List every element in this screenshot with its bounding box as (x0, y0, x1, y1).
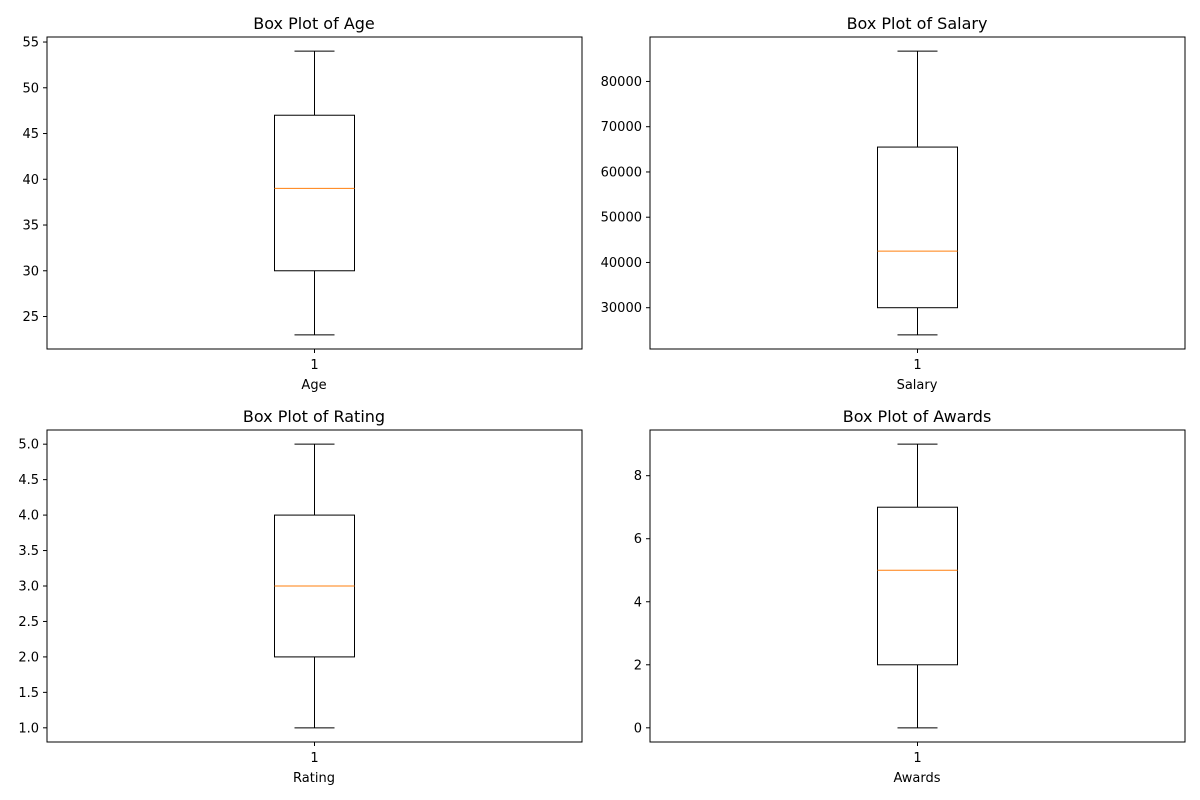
x-axis-label: Age (301, 378, 326, 393)
subplot-salary: Box Plot of Salary Salary 30000 40000 5000… (601, 14, 1186, 393)
x-tick-label: 1 (310, 358, 318, 373)
y-tick-label: 3.0 (18, 580, 39, 595)
chart-title: Box Plot of Salary (847, 14, 988, 33)
y-tick-label: 40 (22, 173, 39, 188)
x-tick-label: 1 (913, 751, 921, 766)
y-tick-label: 2.5 (18, 615, 39, 630)
subplot-age: Box Plot of Age Age 25 30 35 40 45 50 55 1 (22, 14, 583, 393)
y-tick-label: 55 (22, 36, 39, 51)
y-tick-label: 30 (22, 264, 39, 279)
x-tick-label: 1 (913, 358, 921, 373)
chart-title: Box Plot of Awards (843, 407, 992, 426)
y-tick-label: 8 (634, 469, 642, 484)
y-tick-label: 30000 (601, 301, 642, 316)
chart-title: Box Plot of Rating (243, 407, 385, 426)
x-tick-label: 1 (310, 751, 318, 766)
x-axis-label: Rating (293, 771, 335, 786)
x-axis-label: Salary (897, 378, 938, 393)
y-tick-label: 6 (634, 532, 642, 547)
y-tick-label: 35 (22, 219, 39, 234)
iqr-box (274, 114, 355, 272)
y-tick-label: 70000 (601, 120, 642, 135)
y-tick-label: 4.0 (18, 509, 39, 524)
y-tick-label: 2.0 (18, 650, 39, 665)
y-tick-label: 0 (634, 721, 642, 736)
y-tick-label: 1.5 (18, 686, 39, 701)
y-tick-label: 40000 (601, 256, 642, 271)
y-tick-label: 4 (634, 595, 642, 610)
y-tick-label: 3.5 (18, 544, 39, 559)
y-tick-label: 5.0 (18, 438, 39, 453)
plot-area: 1.0 1.5 2.0 2.5 3.0 3.5 4.0 4.5 5.0 1 (18, 429, 583, 766)
y-tick-label: 25 (22, 310, 39, 325)
plot-area: 0 2 4 6 8 1 (634, 429, 1186, 766)
y-tick-label: 2 (634, 658, 642, 673)
y-tick-label: 45 (22, 127, 39, 142)
y-tick-label: 60000 (601, 165, 642, 180)
y-tick-label: 50 (22, 81, 39, 96)
chart-title: Box Plot of Age (253, 14, 375, 33)
y-tick-label: 80000 (601, 75, 642, 90)
x-axis-label: Awards (893, 771, 940, 786)
iqr-box (877, 506, 958, 666)
y-tick-label: 4.5 (18, 473, 39, 488)
subplot-awards: Box Plot of Awards Awards 0 2 4 6 8 1 (634, 407, 1186, 786)
plot-area: 25 30 35 40 45 50 55 1 (22, 36, 583, 373)
plot-area: 30000 40000 50000 60000 70000 80000 1 (601, 36, 1186, 373)
iqr-box (877, 146, 958, 309)
subplot-rating: Box Plot of Rating Rating 1.0 1.5 2.0 2.5 3.… (18, 407, 583, 786)
y-tick-label: 1.0 (18, 721, 39, 736)
y-tick-label: 50000 (601, 211, 642, 226)
